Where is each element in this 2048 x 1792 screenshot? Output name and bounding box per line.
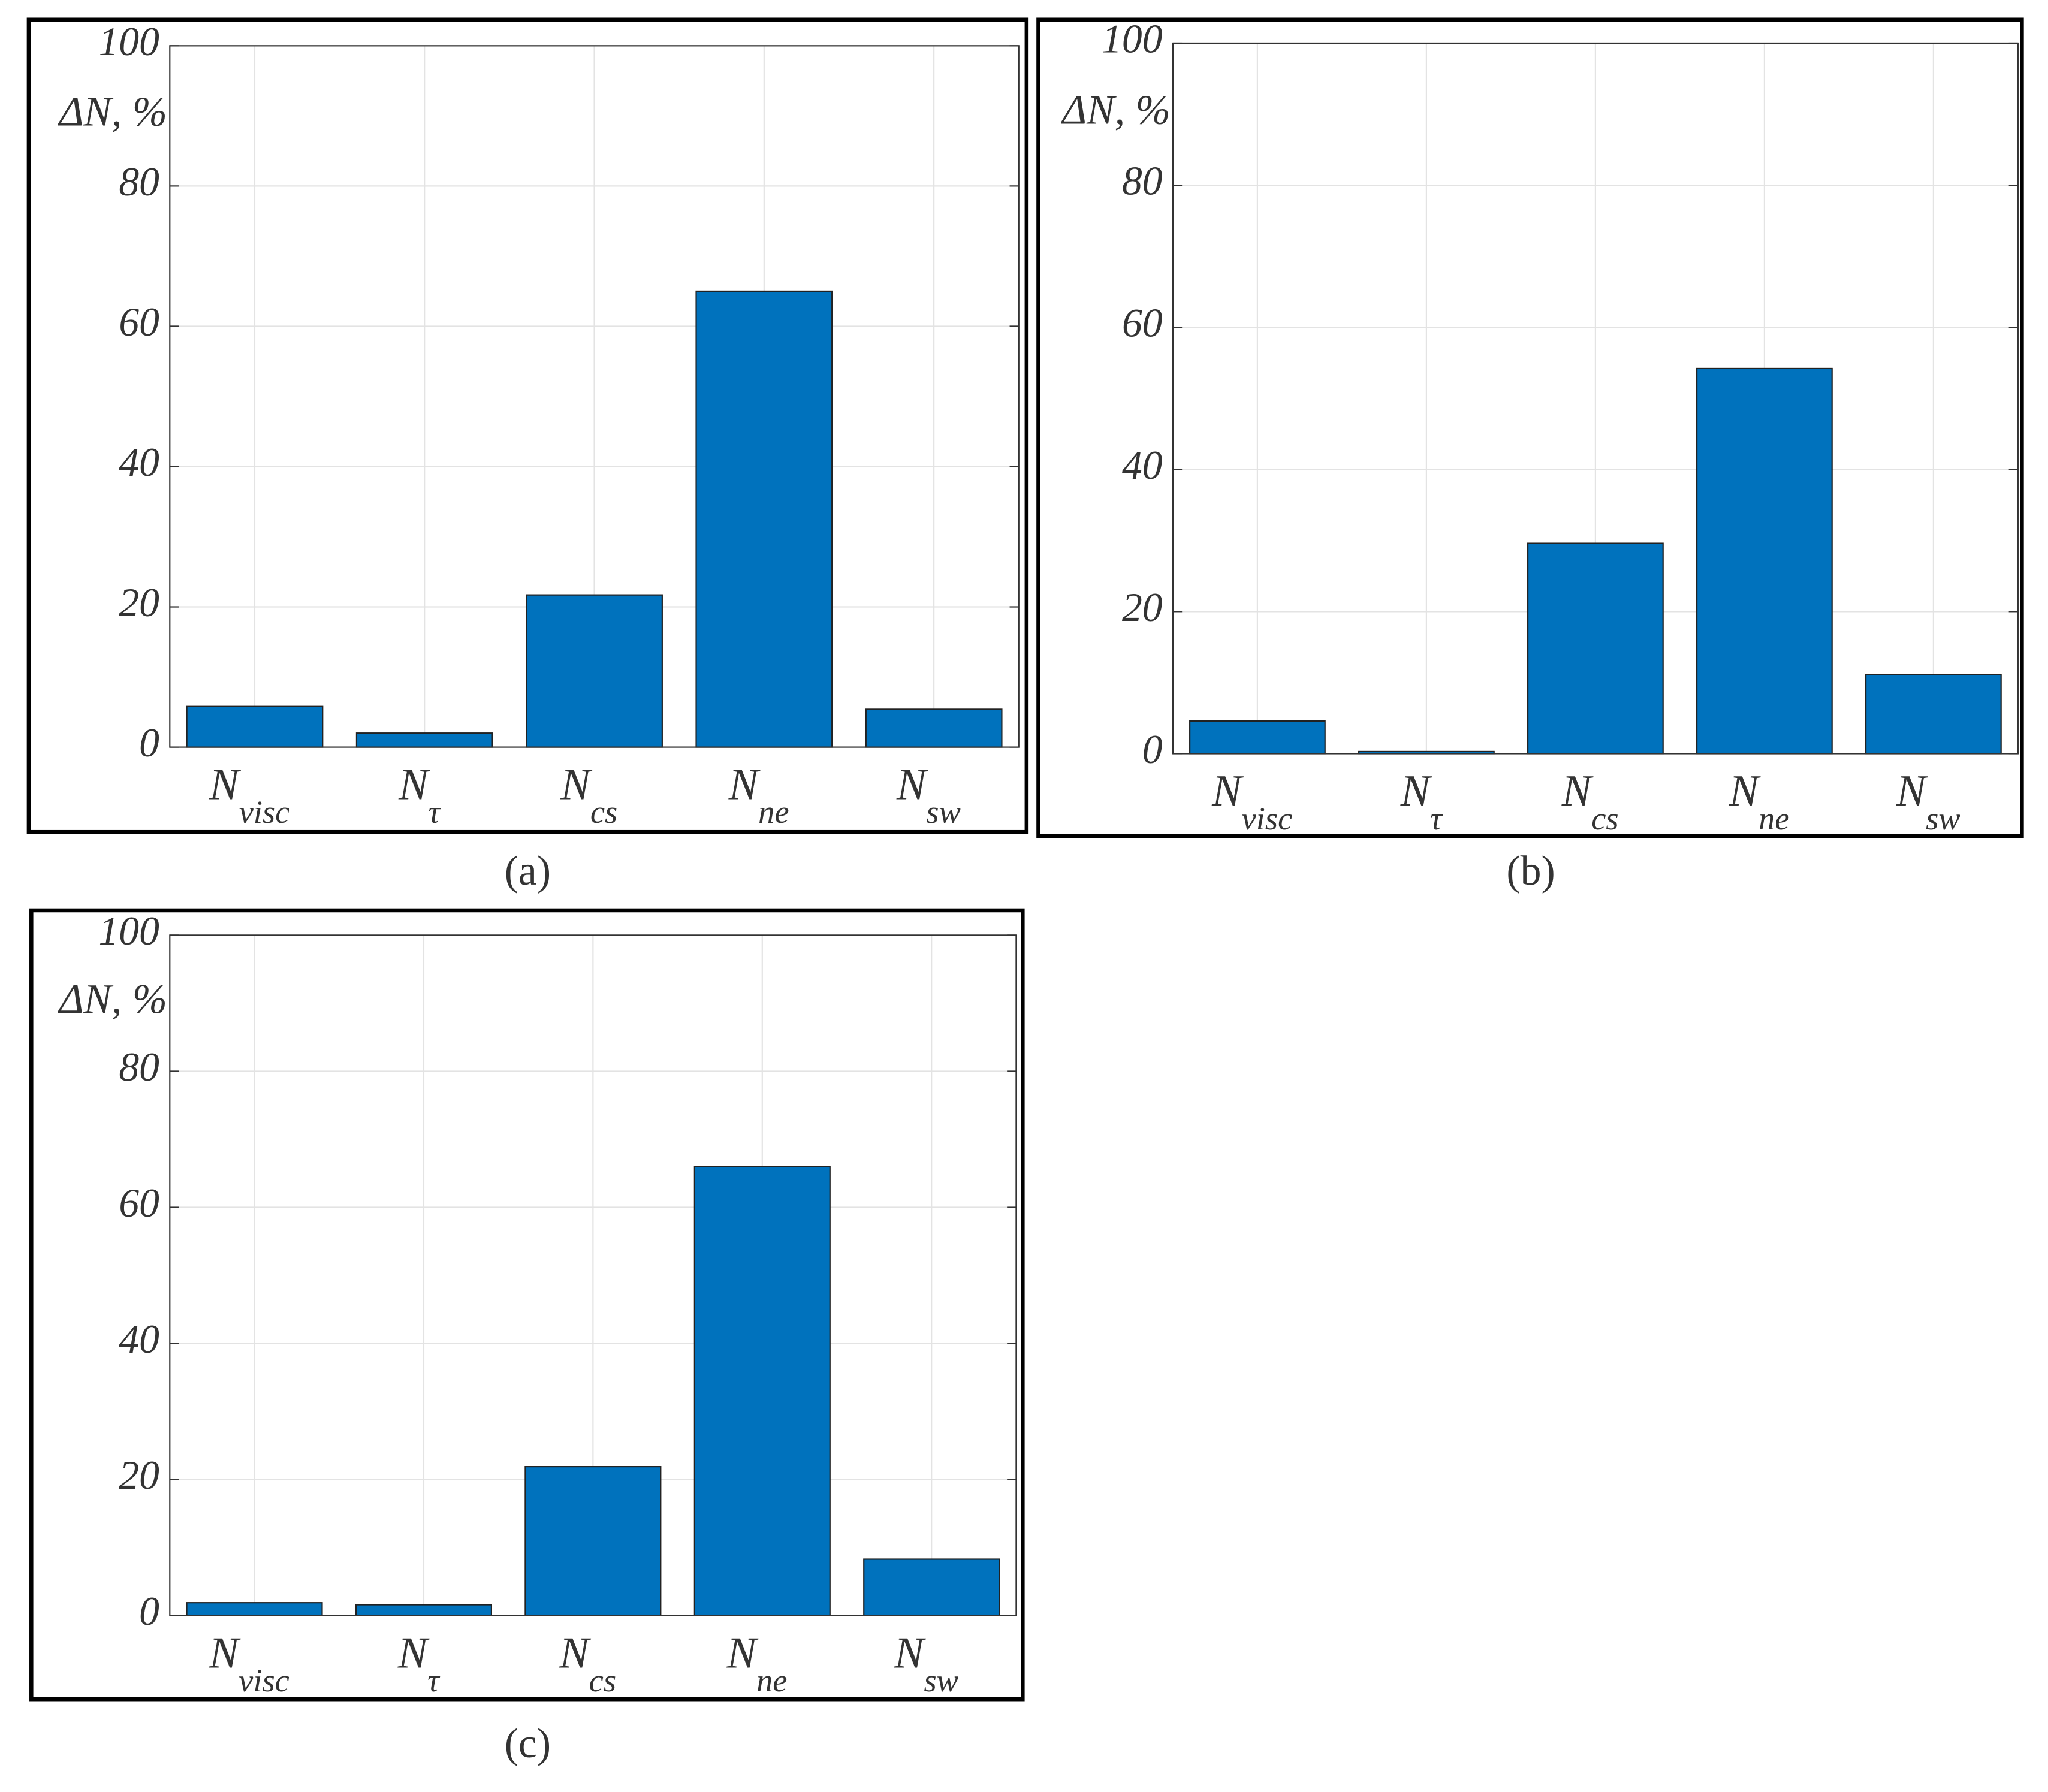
panel-border <box>29 908 1025 1702</box>
category-main: N <box>397 1628 430 1678</box>
category-sub: sw <box>924 1662 958 1699</box>
y-tick-label: 40 <box>119 1317 159 1362</box>
x-tick-label: Nsw <box>896 760 961 829</box>
panel-label: (c) <box>505 1721 551 1767</box>
category-main: N <box>209 760 241 809</box>
y-tick-label: 20 <box>119 1453 159 1498</box>
category-main: N <box>1211 767 1244 816</box>
y-tick-label: 40 <box>119 440 159 485</box>
panel-border <box>26 17 1029 834</box>
y-tick-label: 100 <box>99 909 159 954</box>
category-sub: τ <box>427 1662 441 1699</box>
category-main: N <box>560 760 592 809</box>
y-tick-label: 0 <box>1142 727 1163 772</box>
x-tick-label: Ncs <box>1561 767 1619 836</box>
y-tick-label: 0 <box>139 1589 159 1634</box>
y-tick-label: 100 <box>1102 16 1162 61</box>
x-tick-label: Nsw <box>1896 767 1960 836</box>
category-sub: cs <box>1591 800 1618 836</box>
bar <box>355 1604 492 1616</box>
y-tick-label: 60 <box>119 300 159 345</box>
bar <box>865 708 1003 748</box>
category-main: N <box>398 760 430 809</box>
x-tick-label: Ncs <box>559 1628 616 1698</box>
category-main: N <box>726 1628 759 1678</box>
category-sub: ne <box>756 1662 787 1699</box>
category-sub: visc <box>239 793 290 829</box>
y-tick-label: 80 <box>1122 159 1163 204</box>
y-tick-label: 20 <box>1122 585 1163 630</box>
y-tick-label: 100 <box>99 19 159 64</box>
x-tick-label: Nsw <box>894 1628 958 1698</box>
panel-label: (a) <box>505 848 551 894</box>
x-tick-label: Nvisc <box>1211 767 1292 836</box>
x-tick-label: Nne <box>726 1628 788 1698</box>
category-main: N <box>1561 767 1594 816</box>
y-tick-label: 40 <box>1122 443 1163 488</box>
bar <box>355 732 493 748</box>
category-main: N <box>209 1628 241 1678</box>
bar <box>524 1466 662 1616</box>
y-tick-label: 80 <box>119 1045 159 1090</box>
y-tick-label: 80 <box>119 159 159 204</box>
x-tick-label: Nvisc <box>209 760 289 829</box>
plot-frame <box>169 934 1017 1616</box>
category-main: N <box>1896 767 1928 816</box>
category-sub: τ <box>428 793 441 829</box>
y-tick-label: 60 <box>119 1181 159 1226</box>
category-sub: sw <box>926 793 961 829</box>
category-main: N <box>1729 767 1761 816</box>
category-sub: visc <box>239 1662 289 1699</box>
bar <box>695 290 833 748</box>
bar <box>186 705 324 748</box>
category-main: N <box>728 760 761 809</box>
y-axis-label: ΔN, % <box>1060 88 1170 134</box>
y-tick-label: 60 <box>1122 301 1163 346</box>
x-tick-label: Nvisc <box>209 1628 289 1698</box>
x-tick-label: Nne <box>728 760 789 829</box>
bar <box>186 1602 323 1616</box>
category-sub: ne <box>758 793 789 829</box>
category-main: N <box>1400 767 1432 816</box>
bar <box>863 1558 1000 1616</box>
x-tick-label: Nτ <box>1400 767 1443 836</box>
y-axis-label: ΔN, % <box>58 976 167 1022</box>
y-axis-label: ΔN, % <box>58 89 167 135</box>
plot-frame <box>169 45 1020 748</box>
category-sub: cs <box>589 1662 616 1699</box>
x-tick-label: Nne <box>1729 767 1790 836</box>
bar <box>1696 367 1833 755</box>
bar <box>526 594 663 748</box>
x-tick-label: Nτ <box>398 760 441 829</box>
panel-label: (b) <box>1506 848 1555 894</box>
category-main: N <box>894 1628 926 1678</box>
bar <box>1189 720 1326 755</box>
bar <box>693 1166 831 1616</box>
x-tick-label: Ncs <box>560 760 617 829</box>
bar <box>1865 674 2002 755</box>
plot-frame <box>1172 42 2019 755</box>
category-sub: ne <box>1759 800 1789 836</box>
x-tick-label: Nτ <box>397 1628 441 1698</box>
category-main: N <box>559 1628 591 1678</box>
category-sub: cs <box>590 793 617 829</box>
bar <box>1527 542 1664 755</box>
category-sub: sw <box>1926 800 1960 836</box>
category-sub: τ <box>1430 800 1443 836</box>
panel-border <box>1036 17 2024 838</box>
category-main: N <box>896 760 928 809</box>
y-tick-label: 20 <box>119 580 159 625</box>
category-sub: visc <box>1242 800 1293 836</box>
y-tick-label: 0 <box>139 720 159 765</box>
